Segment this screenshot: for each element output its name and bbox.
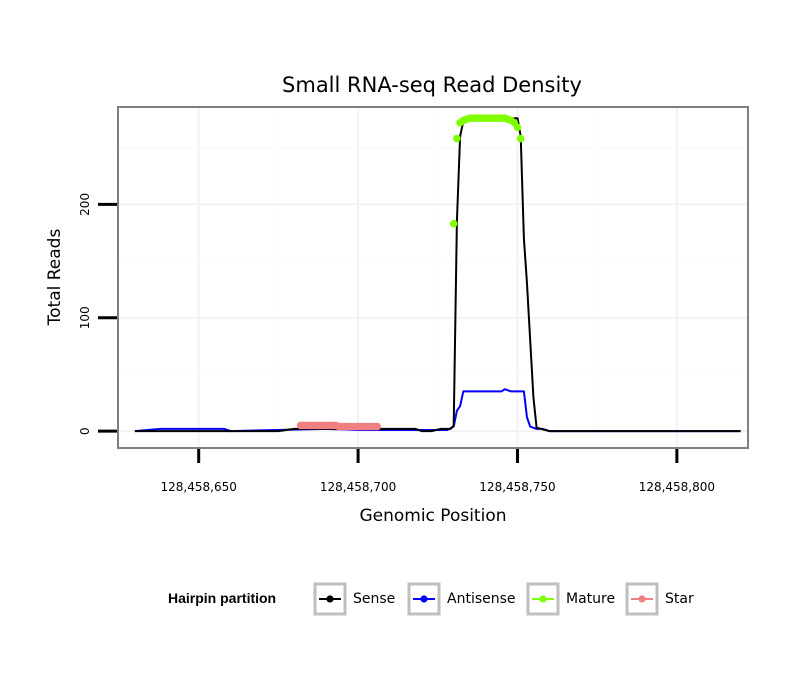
x-axis-title: Genomic Position — [359, 506, 506, 526]
chart-title: Small RNA-seq Read Density — [282, 73, 582, 97]
legend-label-sense: Sense — [353, 591, 395, 607]
x-tick-label: 128,458,700 — [320, 480, 396, 494]
star-point — [373, 422, 382, 431]
y-axis-title: Total Reads — [45, 229, 65, 327]
legend-label-mature: Mature — [566, 591, 615, 607]
y-axis: 0 100 200 — [78, 193, 117, 435]
plot-panel — [117, 106, 749, 449]
y-tick-label: 100 — [78, 306, 92, 329]
x-tick-label: 128,458,650 — [161, 480, 237, 494]
legend-title: Hairpin partition — [168, 590, 276, 606]
x-axis: 128,458,650 128,458,700 128,458,750 128,458… — [161, 449, 715, 494]
legend: Hairpin partition Sense Antisense Mature St… — [168, 582, 694, 616]
y-tick-label: 200 — [78, 193, 92, 216]
mature-point — [513, 123, 522, 132]
series-layer — [134, 114, 741, 433]
mature-point — [453, 134, 461, 143]
mature-point — [516, 134, 525, 143]
x-tick-label: 128,458,800 — [639, 480, 715, 494]
legend-dot-sense — [326, 595, 334, 603]
legend-dot-star — [638, 595, 646, 603]
x-tick-label: 128,458,750 — [479, 480, 555, 494]
legend-dot-mature — [539, 595, 547, 603]
plot-border — [117, 106, 749, 449]
legend-label-antisense: Antisense — [447, 591, 516, 607]
legend-label-star: Star — [665, 591, 694, 607]
mature-point — [449, 219, 458, 228]
legend-items: Sense Antisense Mature Star — [313, 582, 694, 616]
y-tick-label: 0 — [78, 427, 92, 435]
legend-dot-antisense — [420, 595, 428, 603]
